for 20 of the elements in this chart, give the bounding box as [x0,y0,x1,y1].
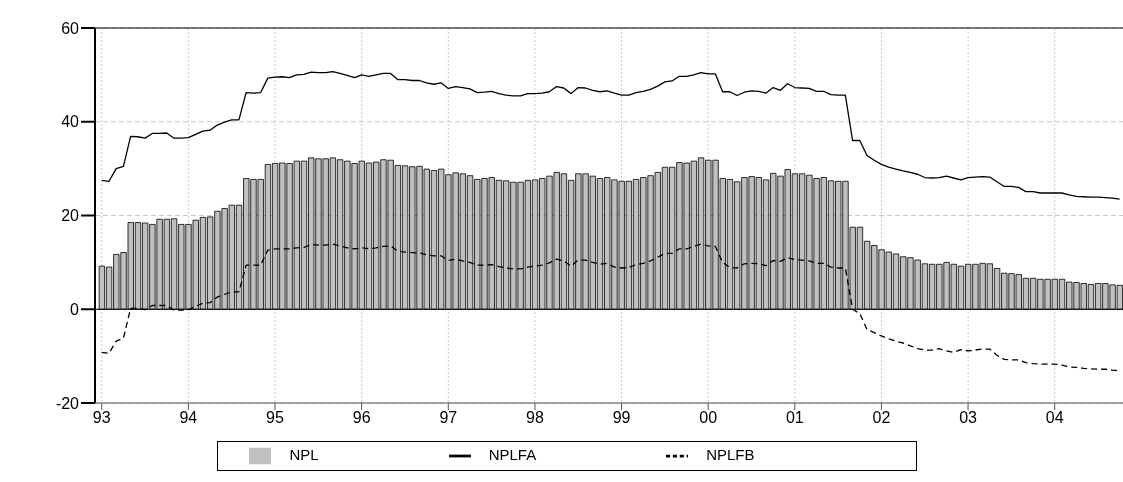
legend-label: NPLFA [488,445,537,463]
x-tick-label: 00 [699,409,718,427]
x-tick-label: 94 [179,409,198,427]
x-tick-label: 97 [439,409,458,427]
x-tick-label: 04 [1045,409,1064,427]
legend-label: NPL [289,445,319,463]
x-tick-label: 93 [92,409,111,427]
y-tick-label: -20 [55,394,80,412]
y-tick-label: 40 [61,113,80,131]
x-tick-label: 95 [266,409,285,427]
x-tick-label: 98 [526,409,544,427]
y-tick-label: 60 [61,19,80,37]
y-tick-label: 20 [61,207,80,225]
x-tick-label: 01 [785,409,804,427]
x-tick-label: 03 [959,409,978,427]
x-tick-label: 99 [612,409,631,427]
y-tick-label: 0 [70,300,80,318]
legend-label: NPLFB [706,445,755,463]
x-tick-label: 96 [352,409,371,427]
x-tick-label: 02 [872,409,891,427]
